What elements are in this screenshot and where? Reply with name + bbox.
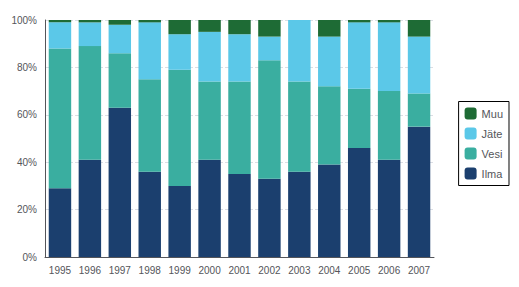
svg-text:60%: 60%	[17, 109, 37, 120]
svg-text:1997: 1997	[109, 265, 132, 276]
svg-text:Muu: Muu	[482, 108, 503, 120]
svg-text:0%: 0%	[23, 252, 38, 263]
svg-text:Ilma: Ilma	[482, 168, 504, 180]
svg-text:2003: 2003	[288, 265, 311, 276]
svg-text:20%: 20%	[17, 204, 37, 215]
svg-text:Vesi: Vesi	[482, 148, 503, 160]
svg-text:1998: 1998	[139, 265, 162, 276]
svg-text:100%: 100%	[11, 15, 37, 26]
svg-text:2006: 2006	[378, 265, 401, 276]
svg-text:2002: 2002	[258, 265, 281, 276]
svg-text:80%: 80%	[17, 62, 37, 73]
svg-text:1995: 1995	[49, 265, 72, 276]
svg-text:2004: 2004	[318, 265, 341, 276]
svg-text:1996: 1996	[79, 265, 102, 276]
svg-text:1999: 1999	[169, 265, 192, 276]
svg-text:2001: 2001	[228, 265, 251, 276]
svg-text:2000: 2000	[198, 265, 221, 276]
svg-text:2007: 2007	[408, 265, 431, 276]
svg-text:40%: 40%	[17, 157, 37, 168]
svg-text:2005: 2005	[348, 265, 371, 276]
svg-text:Jäte: Jäte	[482, 128, 503, 140]
